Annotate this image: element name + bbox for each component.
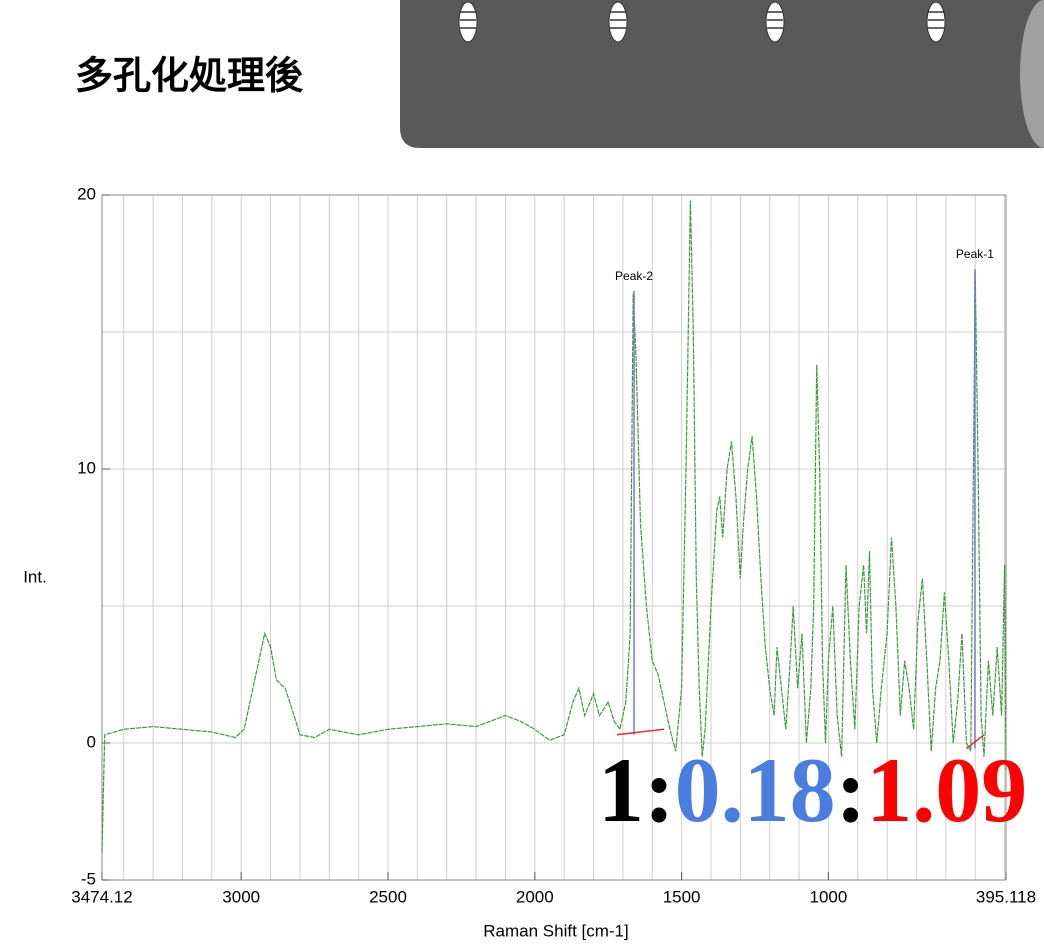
ratio-part: 0.18	[675, 739, 836, 841]
ratio-text: 1:0.18:1.09	[598, 739, 1027, 841]
page: 多孔化処理後 3474.12 3000 2500 2000 1500 1000 395.11…	[0, 0, 1044, 947]
x-tick-label: 395.118	[976, 887, 1036, 906]
cylinder-illustration	[400, 0, 1044, 148]
x-tick-label: 1500	[663, 887, 701, 906]
y-tick-label: 10	[77, 458, 96, 477]
ratio-part: :	[836, 739, 867, 841]
x-tick-label: 1000	[809, 887, 847, 906]
ratio-part: 1.09	[866, 739, 1027, 841]
peak-label: Peak-1	[956, 247, 994, 261]
x-tick-label: 2000	[516, 887, 554, 906]
page-title: 多孔化処理後	[75, 54, 304, 98]
y-tick-label: 20	[77, 184, 96, 203]
x-tick-label: 3474.12	[71, 887, 132, 906]
peak-baseline	[617, 729, 664, 734]
x-tick-label: 3000	[222, 887, 260, 906]
peak-label: Peak-2	[615, 269, 653, 283]
figure: 多孔化処理後 3474.12 3000 2500 2000 1500 1000 395.11…	[0, 0, 1044, 947]
y-tick-label: -5	[81, 869, 96, 888]
ratio-part: :	[644, 739, 675, 841]
x-axis-label: Raman Shift [cm-1]	[483, 921, 629, 940]
y-axis-label: Int.	[23, 567, 47, 586]
y-tick-label: 0	[87, 732, 96, 751]
x-tick-label: 2500	[369, 887, 407, 906]
ratio-part: 1	[598, 739, 644, 841]
